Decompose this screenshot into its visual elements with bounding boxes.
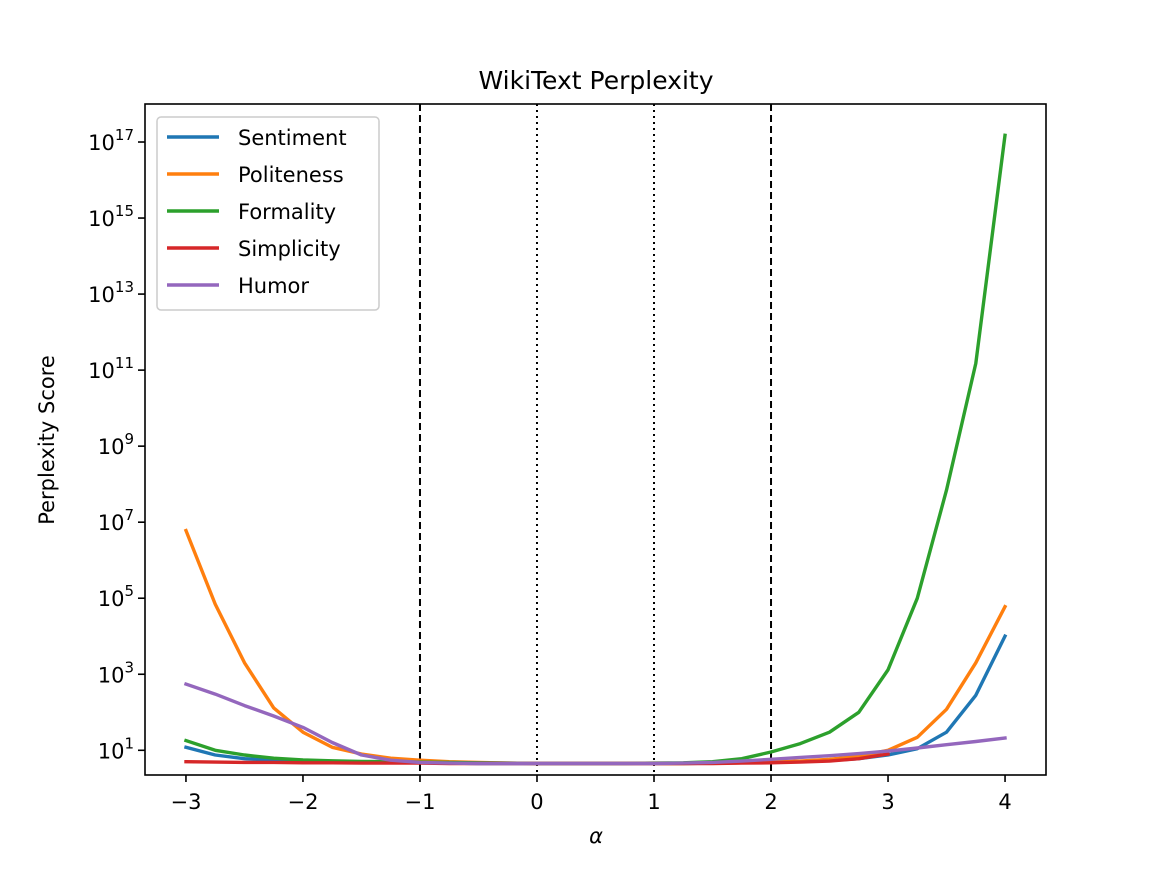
x-tick-label: 0 xyxy=(530,790,543,814)
x-axis-label: α xyxy=(589,824,603,848)
y-tick-label: 107 xyxy=(98,506,134,535)
plot-frame xyxy=(144,103,1047,776)
y-tick-label: 103 xyxy=(98,658,134,687)
x-tick-label: −3 xyxy=(170,790,201,814)
x-tick-label: −1 xyxy=(404,790,435,814)
y-tick-label: 1013 xyxy=(88,278,134,307)
x-tick-label: 4 xyxy=(998,790,1011,814)
legend-label-humor: Humor xyxy=(238,274,309,298)
x-axis: −3 −2 −1 0 1 2 3 4 xyxy=(170,775,1012,814)
x-tick-label: 2 xyxy=(764,790,777,814)
x-tick-label: −2 xyxy=(287,790,318,814)
series-lines xyxy=(183,133,1008,766)
reference-lines xyxy=(418,104,773,775)
y-axis: 101 103 105 107 109 1011 1013 1015 1017 xyxy=(88,126,145,763)
legend-label-formality: Formality xyxy=(238,200,336,224)
legend-box xyxy=(156,116,380,311)
chart-title: WikiText Perplexity xyxy=(479,66,714,95)
legend-label-simplicity: Simplicity xyxy=(238,237,341,261)
y-axis-label: Perplexity Score xyxy=(35,355,59,525)
x-tick-label: 1 xyxy=(647,790,660,814)
y-tick-label: 105 xyxy=(98,582,134,611)
legend-label-politeness: Politeness xyxy=(238,163,344,187)
legend: Sentiment Politeness Formality Simplicity Hu… xyxy=(156,116,380,311)
x-tick-label: 3 xyxy=(881,790,894,814)
legend-label-sentiment: Sentiment xyxy=(238,126,347,150)
series-line-humor xyxy=(183,681,1007,766)
y-tick-label: 101 xyxy=(98,734,134,763)
y-tick-label: 1017 xyxy=(88,126,134,155)
y-tick-label: 1015 xyxy=(88,202,134,231)
y-tick-label: 109 xyxy=(98,430,134,459)
y-tick-label: 1011 xyxy=(88,354,134,383)
